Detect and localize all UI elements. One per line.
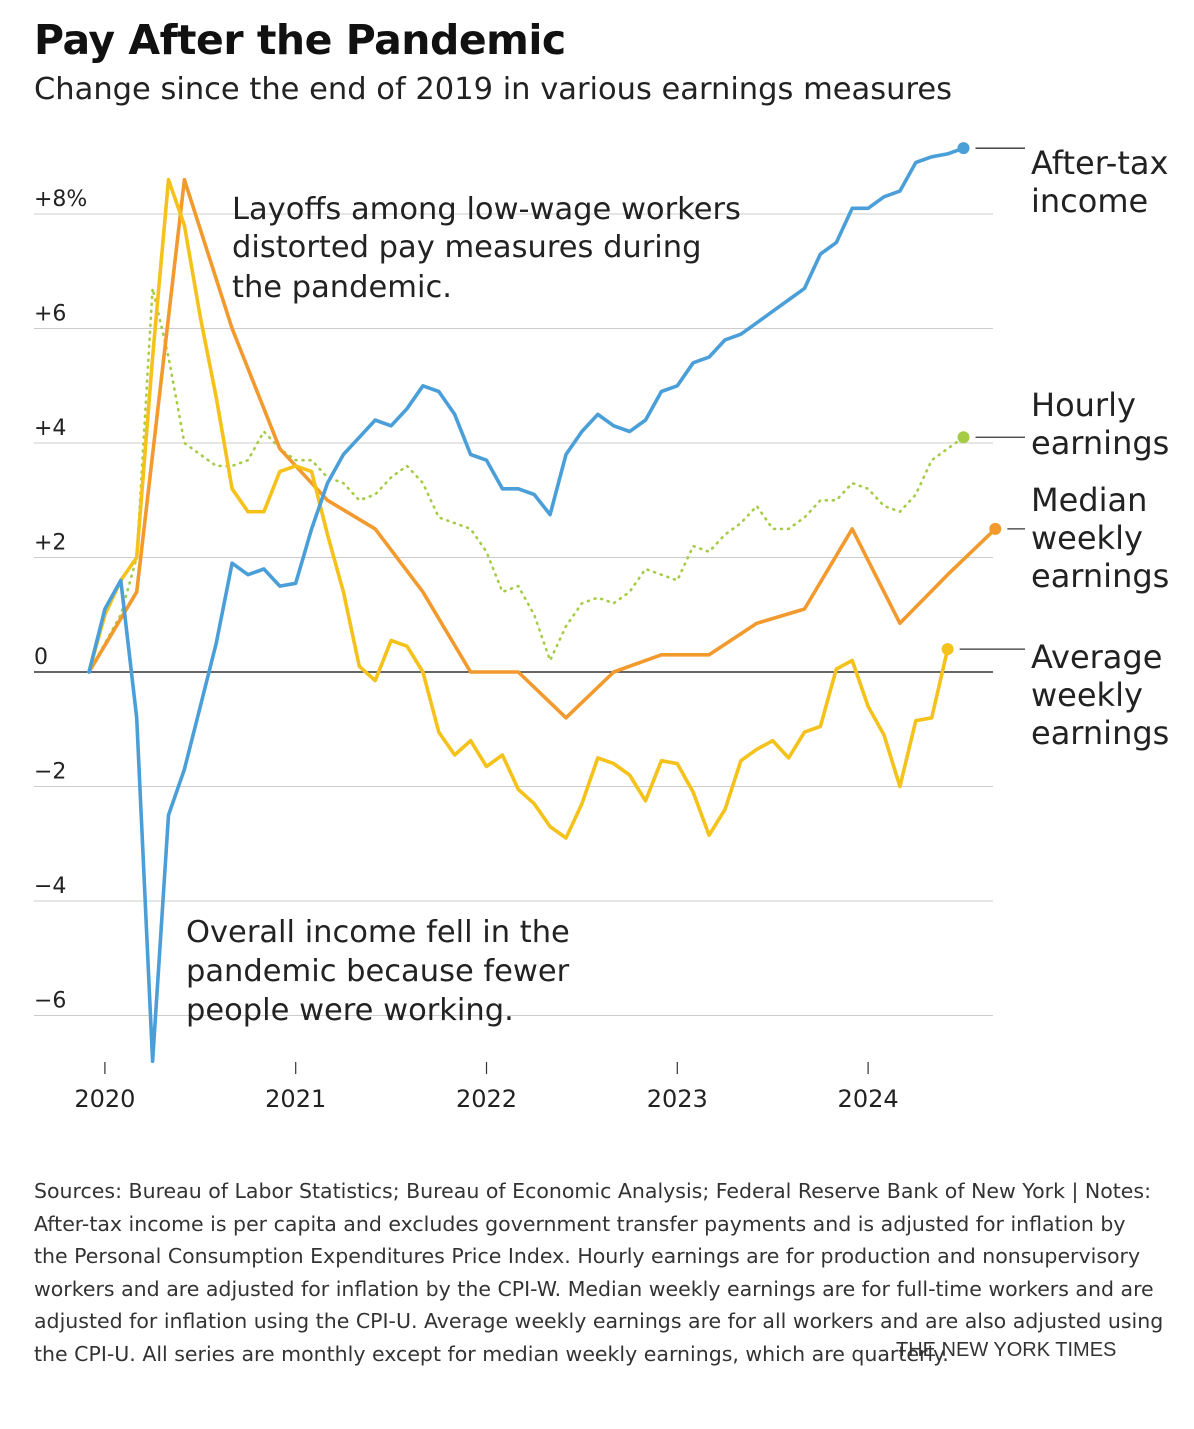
median-weekly-earnings-end-point [989, 522, 1002, 535]
annotation-layoffs-line-2: distorted pay measures during [232, 230, 701, 265]
after-tax-income-end-point [957, 142, 970, 155]
hourly-earnings-end-point [957, 431, 970, 444]
after-tax-income-line [87, 146, 966, 1064]
x-tick-label: 2020 [74, 1085, 135, 1113]
hourly-earnings-line [87, 287, 965, 674]
annotation-layoffs-line-3: the pandemic. [232, 270, 452, 305]
y-tick-label: +8% [34, 187, 87, 212]
median-weekly-earnings-label: Median [1031, 481, 1147, 519]
x-tick-label: 2021 [265, 1085, 326, 1113]
after-tax-income-label: After-tax [1031, 144, 1168, 182]
chart-subtitle: Change since the end of 2019 in various … [34, 72, 952, 107]
y-tick-label: +4 [34, 416, 66, 441]
annotation-income-line-2: pandemic because fewer [186, 954, 570, 989]
sources-notes: Sources: Bureau of Labor Statistics; Bur… [34, 1179, 1164, 1366]
average-weekly-earnings-label: earnings [1031, 714, 1169, 752]
median-weekly-earnings-label: weekly [1031, 519, 1143, 557]
annotation-income-line-1: Overall income fell in the [186, 915, 570, 950]
average-weekly-earnings-end-point [941, 643, 954, 656]
series-labels: HourlyearningsMedianweeklyearningsAverag… [959, 144, 1169, 752]
hourly-earnings-label: Hourly [1031, 386, 1136, 424]
average-weekly-earnings-label: weekly [1031, 676, 1143, 714]
y-axis-tick-labels: +8% +6 +4 +2 0 −2 −4 −6 [34, 187, 87, 1014]
y-tick-label: −6 [34, 989, 66, 1014]
hourly-earnings-label: earnings [1031, 424, 1169, 462]
y-tick-label: +6 [34, 302, 66, 327]
y-tick-label: −4 [34, 874, 66, 899]
median-weekly-earnings-line [87, 177, 998, 720]
y-tick-label: 0 [34, 645, 48, 670]
chart-title: Pay After the Pandemic [34, 16, 566, 64]
after-tax-income-label: income [1031, 182, 1148, 220]
y-tick-label: −2 [34, 760, 66, 785]
x-axis: 2020 2021 2022 2023 2024 [74, 1062, 899, 1113]
x-tick-label: 2022 [456, 1085, 517, 1113]
annotation-income-line-3: people were working. [186, 993, 514, 1028]
series-lines [87, 142, 1002, 1064]
y-tick-label: +2 [34, 531, 66, 556]
average-weekly-earnings-label: Average [1031, 638, 1162, 676]
grid-lines [34, 213, 993, 1016]
credit: THE NEW YORK TIMES [896, 1339, 1117, 1361]
line-chart: +8% +6 +4 +2 0 −2 −4 −6 2020 2021 2022 2023 2024 La… [34, 142, 1169, 1113]
annotation-layoffs-line-1: Layoffs among low-wage workers [232, 192, 741, 227]
average-weekly-earnings-line [87, 177, 950, 840]
x-tick-label: 2024 [838, 1085, 899, 1113]
median-weekly-earnings-label: earnings [1031, 557, 1169, 595]
chart-annotations: Layoffs among low-wage workers distorted… [186, 192, 741, 1028]
x-tick-label: 2023 [647, 1085, 708, 1113]
